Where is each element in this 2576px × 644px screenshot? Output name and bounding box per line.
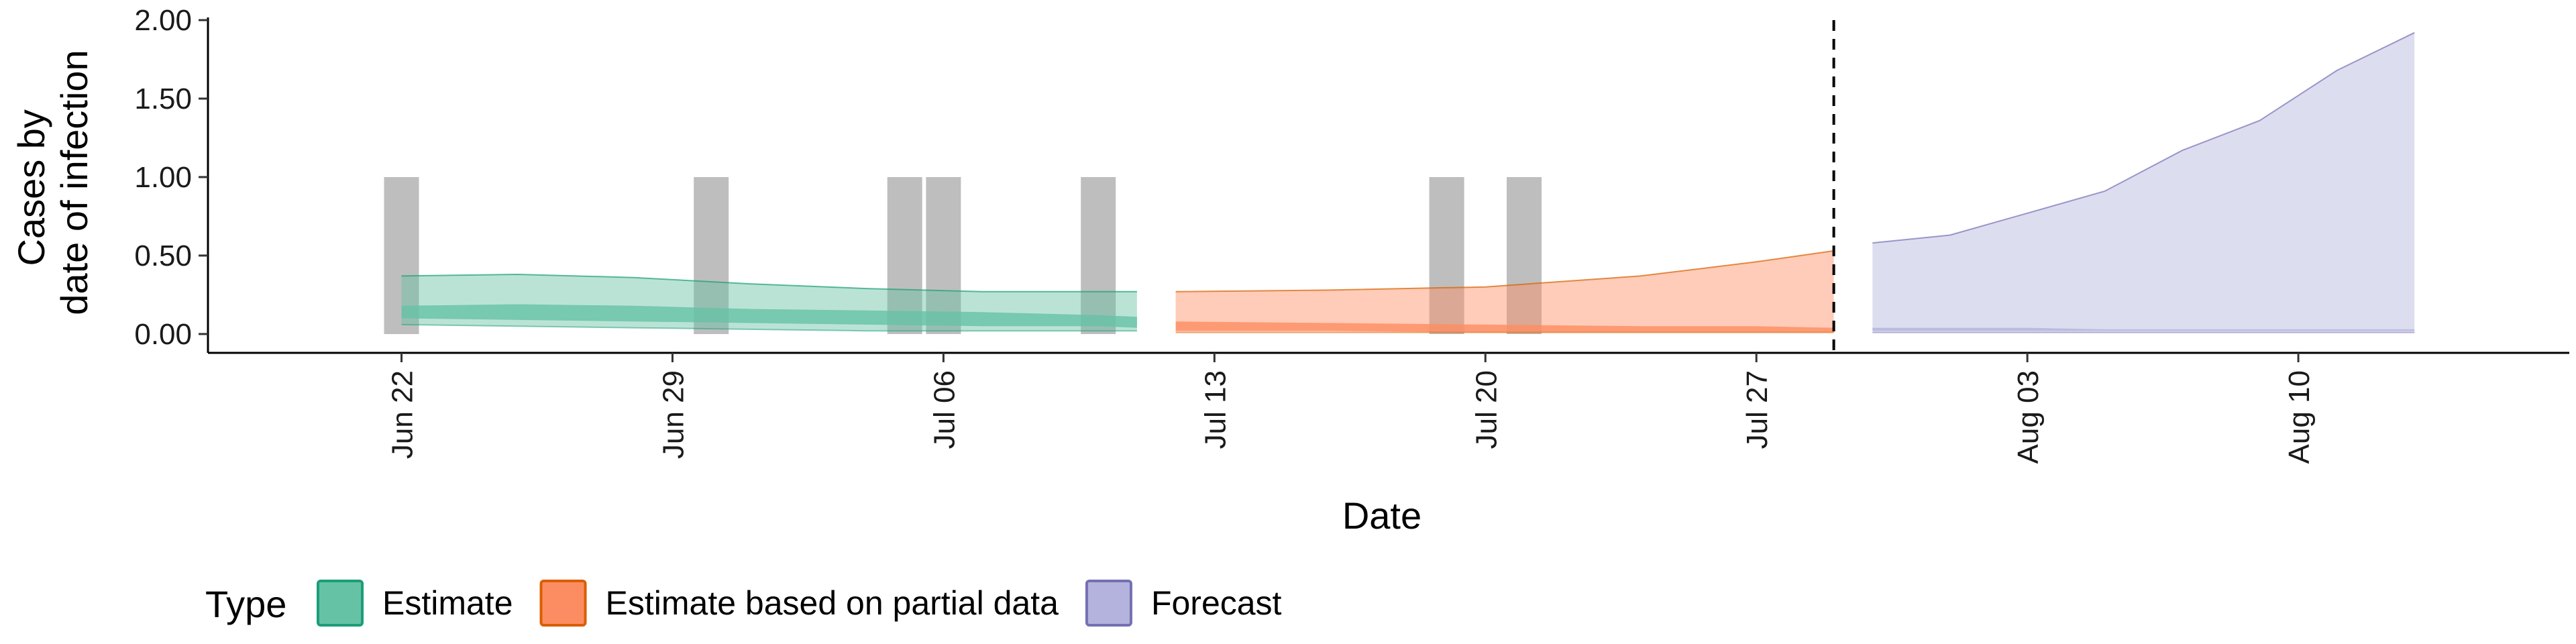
legend-item-estimate: Estimate: [317, 580, 513, 627]
y-axis-title: Cases by date of infection: [10, 50, 95, 315]
band-upper-edge-estimate-based-on-partial-data: [1175, 250, 1834, 292]
case-bar-2020-07-06: [926, 177, 961, 334]
legend: Type Estimate Estimate based on partial d…: [205, 580, 1282, 627]
y-tick-label: 1.50: [134, 83, 192, 115]
x-tick-label: Jun 29: [657, 370, 690, 459]
band-outer-estimate-based-on-partial-data: [1175, 250, 1834, 333]
observed-case-bars: [384, 177, 1542, 334]
x-tick-label: Aug 03: [2012, 370, 2045, 464]
legend-label-estimate: Estimate: [382, 584, 513, 622]
x-tick-label: Jul 20: [1470, 370, 1503, 449]
case-bar-2020-07-21: [1507, 177, 1542, 334]
legend-swatch-forecast: [1085, 580, 1132, 627]
legend-item-estimate-based-on-partial-data: Estimate based on partial data: [539, 580, 1059, 627]
band-upper-edge-estimate: [401, 273, 1137, 292]
band-lower-edge-estimate: [401, 323, 1137, 332]
x-ticks: Jun 22 Jun 29 Jul 06 Jul 13 Jul 20 Jul 27 Aug …: [386, 353, 2316, 464]
x-tick-label: Aug 10: [2283, 370, 2316, 464]
legend-swatch-estimate-based-on-partial-data: [539, 580, 587, 627]
legend-label-forecast: Forecast: [1151, 584, 1282, 622]
band-outer-forecast: [1872, 32, 2415, 333]
axes: [207, 17, 2569, 354]
case-bar-2020-07-10: [1081, 177, 1116, 334]
band-inner-estimate-based-on-partial-data: [1175, 321, 1834, 333]
y-axis-title-line-2: date of infection: [53, 50, 95, 315]
band-inner-forecast: [1872, 327, 2415, 331]
case-bar-2020-07-05: [887, 177, 922, 334]
series-estimate: [401, 273, 1137, 332]
x-tick-label: Jul 27: [1741, 370, 1774, 449]
y-axis-title-line-1: Cases by: [10, 109, 52, 266]
case-bar-2020-07-19: [1429, 177, 1464, 334]
x-tick-label: Jul 06: [928, 370, 961, 449]
x-tick-label: Jun 22: [386, 370, 419, 459]
y-ticks: 0.00 0.50 1.00 1.50 2.00: [134, 4, 208, 351]
estimate-bands: [401, 32, 2415, 333]
x-tick-label: Jul 13: [1199, 370, 1232, 449]
series-forecast: [1872, 32, 2415, 333]
legend-swatch-estimate: [317, 580, 364, 627]
band-inner-estimate: [401, 304, 1137, 328]
y-tick-label: 0.00: [134, 318, 192, 351]
y-tick-label: 0.50: [134, 239, 192, 272]
x-axis-title: Date: [1342, 494, 1421, 537]
legend-label-estimate-based-on-partial-data: Estimate based on partial data: [606, 584, 1059, 622]
legend-title: Type: [205, 583, 286, 625]
series-estimate-based-on-partial-data: [1175, 250, 1834, 333]
y-tick-label: 2.00: [134, 4, 192, 37]
y-tick-label: 1.00: [134, 161, 192, 194]
legend-item-forecast: Forecast: [1085, 580, 1282, 627]
band-upper-edge-forecast: [1872, 32, 2415, 244]
